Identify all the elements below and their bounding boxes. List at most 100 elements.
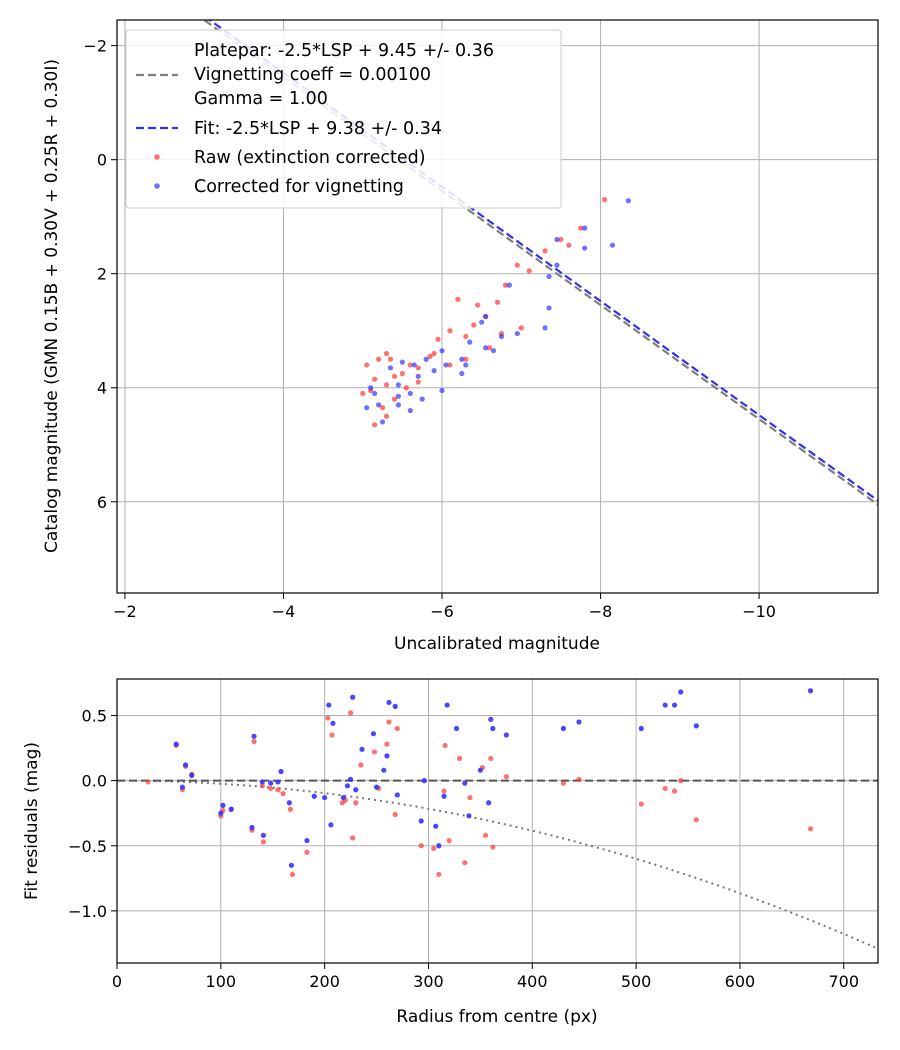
data-point bbox=[395, 393, 402, 399]
data-point bbox=[360, 390, 366, 397]
data-point bbox=[554, 262, 560, 268]
photometry-fit-panel: −2 −4 −6 −8 −10 −2 0 2 4 6 Uncalibrated magnitude… bbox=[42, 19, 879, 654]
data-point bbox=[353, 787, 359, 793]
data-point bbox=[260, 832, 266, 838]
bottom-plot-frame bbox=[116, 678, 879, 964]
data-point bbox=[453, 725, 460, 732]
data-point bbox=[601, 196, 608, 203]
data-point bbox=[439, 387, 445, 394]
data-point bbox=[379, 405, 386, 411]
y-tick-label: −0.5 bbox=[68, 837, 107, 856]
top-scatter-points bbox=[360, 196, 631, 428]
data-point bbox=[386, 699, 392, 706]
legend-platepar-label: Platepar: -2.5*LSP + 9.45 +/- 0.36 bbox=[194, 41, 494, 61]
data-point bbox=[477, 767, 483, 773]
data-point bbox=[462, 780, 468, 786]
bottom-y-axis-label: Fit residuals (mag) bbox=[22, 742, 42, 900]
x-tick-label: −8 bbox=[589, 602, 613, 621]
data-point bbox=[560, 780, 567, 786]
x-tick-label: −2 bbox=[113, 602, 137, 621]
data-point bbox=[609, 242, 616, 248]
data-point bbox=[576, 719, 582, 725]
data-point bbox=[395, 402, 402, 408]
data-point bbox=[375, 402, 382, 408]
data-point bbox=[228, 806, 234, 812]
data-point bbox=[427, 353, 433, 359]
data-point bbox=[459, 370, 465, 377]
data-point bbox=[189, 772, 195, 779]
y-tick-label: 0.0 bbox=[82, 772, 107, 791]
data-point bbox=[486, 800, 492, 806]
data-point bbox=[488, 716, 494, 722]
vignetting-curve bbox=[117, 779, 876, 949]
data-point bbox=[288, 862, 295, 868]
data-point bbox=[542, 248, 548, 254]
data-point bbox=[326, 702, 332, 708]
data-point bbox=[329, 732, 335, 738]
data-point bbox=[446, 837, 452, 844]
data-point bbox=[358, 762, 364, 768]
y-tick-label: −2 bbox=[83, 37, 107, 56]
data-point bbox=[330, 720, 336, 726]
data-point bbox=[439, 348, 445, 354]
data-point bbox=[387, 365, 394, 371]
data-point bbox=[179, 784, 186, 790]
data-point bbox=[514, 330, 520, 337]
data-point bbox=[182, 762, 189, 768]
data-point bbox=[502, 282, 509, 288]
data-point bbox=[415, 373, 421, 379]
data-point bbox=[304, 837, 310, 844]
data-point bbox=[435, 336, 441, 342]
data-point bbox=[350, 694, 356, 700]
data-point bbox=[386, 719, 392, 725]
bottom-scatter-points bbox=[145, 688, 814, 878]
data-point bbox=[436, 871, 442, 878]
data-point bbox=[375, 356, 382, 362]
x-tick-label: 300 bbox=[413, 972, 444, 991]
data-point bbox=[662, 785, 668, 792]
data-point bbox=[392, 703, 398, 709]
data-point bbox=[671, 702, 678, 708]
data-point bbox=[340, 794, 346, 801]
data-point bbox=[251, 738, 257, 745]
data-point bbox=[431, 845, 437, 851]
bottom-axis-ticks: 0 100 200 300 400 500 600 700 0.5 0.0 −0.5 −1.0 bbox=[68, 706, 859, 991]
bottom-plot-background bbox=[117, 679, 878, 963]
legend-corrected-label: Corrected for vignetting bbox=[194, 177, 404, 197]
data-point bbox=[546, 273, 552, 280]
data-point bbox=[344, 783, 351, 789]
data-point bbox=[625, 198, 631, 204]
data-point bbox=[518, 325, 524, 331]
data-point bbox=[391, 373, 398, 379]
data-point bbox=[490, 348, 497, 354]
data-point bbox=[268, 780, 274, 786]
data-point bbox=[455, 296, 461, 302]
data-point bbox=[387, 356, 394, 362]
data-point bbox=[678, 778, 684, 784]
data-point bbox=[173, 741, 179, 747]
data-point bbox=[807, 688, 814, 694]
data-point bbox=[328, 822, 334, 828]
data-point bbox=[475, 302, 481, 308]
data-point bbox=[249, 824, 255, 831]
data-point bbox=[582, 225, 588, 231]
x-tick-label: 700 bbox=[828, 972, 859, 991]
data-point bbox=[546, 305, 552, 311]
data-point bbox=[578, 225, 584, 231]
data-point bbox=[220, 802, 226, 808]
data-point bbox=[394, 725, 400, 732]
data-point bbox=[467, 339, 473, 345]
data-point bbox=[289, 871, 296, 878]
data-point bbox=[514, 262, 520, 268]
data-point bbox=[395, 382, 402, 388]
y-tick-label: 0.5 bbox=[82, 706, 107, 725]
data-point bbox=[503, 732, 509, 738]
y-tick-label: 0 bbox=[97, 151, 107, 170]
data-point bbox=[483, 345, 489, 351]
data-point bbox=[391, 396, 398, 402]
data-point bbox=[399, 370, 405, 377]
data-point bbox=[325, 715, 331, 721]
data-point bbox=[347, 776, 354, 782]
data-point bbox=[372, 390, 378, 397]
